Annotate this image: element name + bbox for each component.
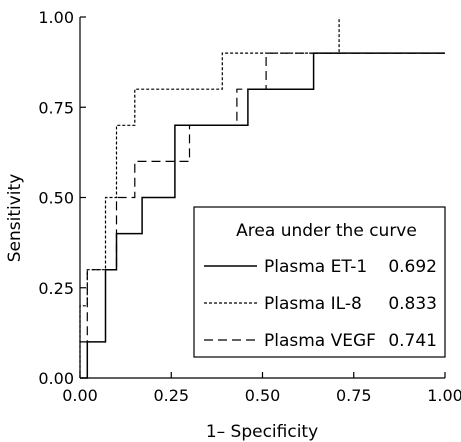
x-tick-label: 0.25: [153, 386, 189, 405]
x-axis-label: 1– Specificity: [206, 422, 318, 442]
y-tick-label: 0.25: [38, 279, 74, 298]
legend-auc-value: 0.741: [388, 331, 437, 351]
y-tick-label: 1.00: [38, 8, 74, 27]
legend-label: Plasma IL-8: [264, 294, 362, 314]
x-tick-label: 0.00: [62, 386, 98, 405]
series-line-plasma-et-1: [80, 52, 445, 379]
series-group: [79, 17, 445, 379]
y-tick-label: 0.50: [38, 189, 74, 208]
x-tick-label: 0.75: [336, 386, 372, 405]
legend: Area under the curve Plasma ET-1 0.692 Plas…: [193, 206, 446, 358]
x-tick-label: 0.50: [245, 386, 281, 405]
legend-title: Area under the curve: [236, 221, 417, 241]
legend-label: Plasma ET-1: [264, 257, 367, 277]
legend-box: [193, 206, 446, 358]
x-tick-label: 1.00: [427, 386, 461, 405]
series-line-plasma-vegf: [80, 52, 445, 343]
legend-auc-value: 0.833: [388, 294, 437, 314]
legend-label: Plasma VEGF: [264, 331, 376, 351]
y-tick-label: 0.00: [38, 369, 74, 388]
legend-auc-value: 0.692: [388, 257, 437, 277]
axes: 0.00 0.25 0.50 0.75 1.00 0.00 0.25 0.50 0.75 1.00: [38, 8, 461, 405]
y-tick-label: 0.75: [38, 98, 74, 117]
y-axis-label: Sensitivity: [5, 174, 25, 263]
